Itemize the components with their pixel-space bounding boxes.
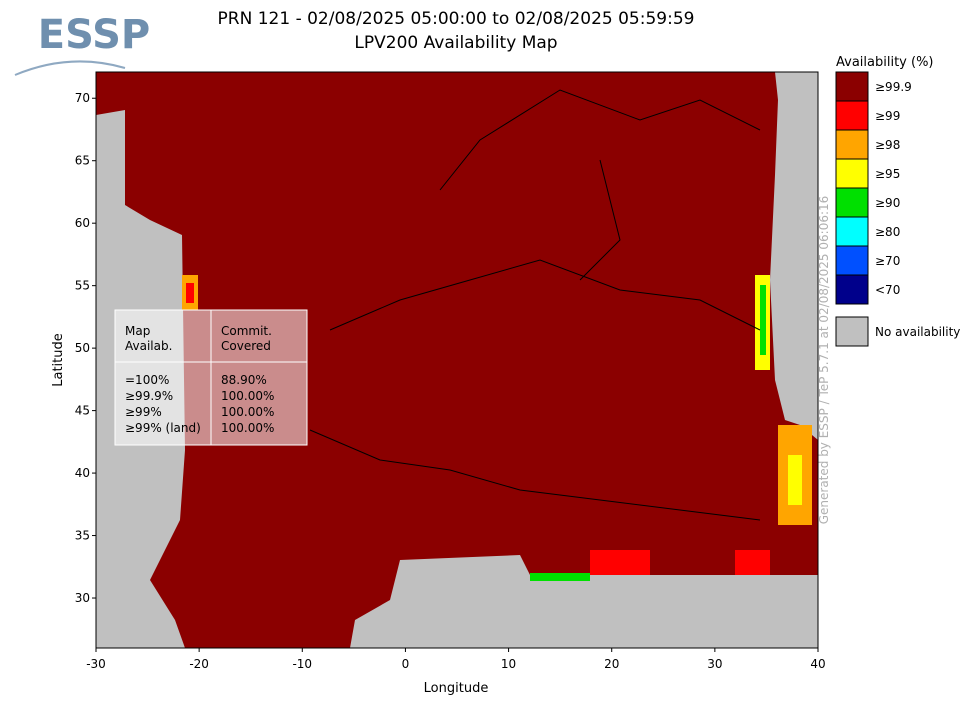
legend-label: <70 <box>875 283 900 297</box>
legend-swatch <box>835 71 869 102</box>
legend-swatch <box>835 129 869 160</box>
degraded <box>735 550 770 575</box>
y-tick-label: 65 <box>75 154 90 168</box>
legend-title: Availability (%) <box>836 55 934 70</box>
coastline <box>309 89 761 521</box>
logo: ESSP <box>38 12 150 58</box>
x-tick-label: 40 <box>810 657 825 671</box>
table-cell: 100.00% <box>221 405 274 419</box>
table-header: Commit. Covered <box>221 324 272 353</box>
y-tick-label: 40 <box>75 466 90 480</box>
table-cell: 100.00% <box>221 421 274 435</box>
legend-label: ≥99.9 <box>875 80 912 94</box>
legend-label: ≥98 <box>875 138 900 152</box>
degraded <box>530 573 590 581</box>
x-tick-label: -10 <box>292 657 312 671</box>
x-tick-label: -30 <box>86 657 106 671</box>
legend-swatch <box>835 216 869 247</box>
y-tick-label: 60 <box>75 216 90 230</box>
y-tick-label: 35 <box>75 529 90 543</box>
no-coverage <box>350 555 818 648</box>
degraded <box>788 455 802 505</box>
header-line: Commit. <box>221 324 272 338</box>
x-tick-label: 30 <box>707 657 722 671</box>
y-tick-label: 70 <box>75 91 90 105</box>
legend-swatch <box>835 274 869 305</box>
y-tick-label: 55 <box>75 279 90 293</box>
x-tick-label: 20 <box>604 657 619 671</box>
legend-label: ≥95 <box>875 167 900 181</box>
plot-frame <box>95 71 819 649</box>
table-cell: ≥99.9% <box>125 389 173 403</box>
y-tick-label: 30 <box>75 591 90 605</box>
table-cell: 88.90% <box>221 373 267 387</box>
legend-label: ≥99 <box>875 109 900 123</box>
no-coverage <box>770 72 818 440</box>
table-cell: 100.00% <box>221 389 274 403</box>
table-cell: ≥99% (land) <box>125 421 201 435</box>
legend-swatch <box>835 187 869 218</box>
x-axis-label: Longitude <box>424 681 489 696</box>
table-cell: ≥99% <box>125 405 162 419</box>
header-line: Map <box>125 324 150 338</box>
legend-label: No availability <box>875 325 960 339</box>
y-axis-label: Latitude <box>51 333 66 387</box>
logo-swoosh <box>14 60 126 76</box>
legend-label: ≥90 <box>875 196 900 210</box>
legend-swatch <box>835 158 869 189</box>
legend-label: ≥70 <box>875 254 900 268</box>
degraded <box>590 550 650 575</box>
x-tick-label: 0 <box>402 657 410 671</box>
y-tick-label: 45 <box>75 404 90 418</box>
map <box>95 71 819 649</box>
header-line: Availab. <box>125 339 172 353</box>
stats-table: Map Availab. Commit. Covered =100% 88.90% ≥99.… <box>114 309 308 446</box>
subtitle: LPV200 Availability Map <box>354 33 557 53</box>
degraded <box>760 285 766 355</box>
legend-swatch <box>835 100 869 131</box>
header-line: Covered <box>221 339 271 353</box>
degraded <box>186 283 194 303</box>
x-tick-label: 10 <box>501 657 516 671</box>
title: PRN 121 - 02/08/2025 05:00:00 to 02/08/2… <box>218 9 695 29</box>
legend-swatch <box>835 245 869 276</box>
table-header: Map Availab. <box>125 324 172 353</box>
x-tick-label: -20 <box>189 657 209 671</box>
legend-swatch <box>835 316 869 347</box>
legend-label: ≥80 <box>875 225 900 239</box>
watermark: Generated by ESSP / TeP 5.7.1 at 02/08/2… <box>817 196 831 525</box>
table-cell: =100% <box>125 373 169 387</box>
y-tick-label: 50 <box>75 341 90 355</box>
